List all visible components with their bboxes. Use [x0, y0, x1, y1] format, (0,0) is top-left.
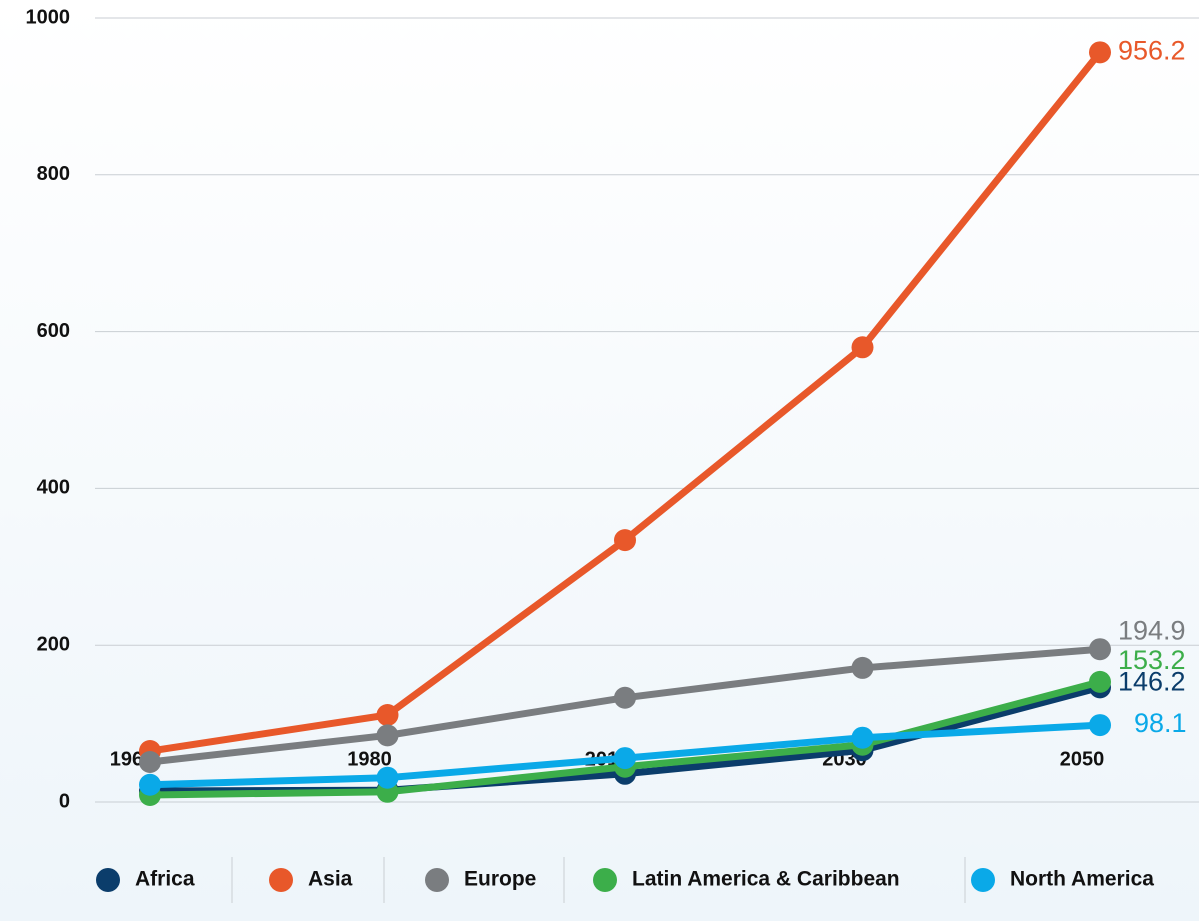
data-point: [614, 747, 636, 770]
legend-swatch: [96, 868, 120, 892]
data-point: [376, 766, 399, 789]
legend-label: Africa: [135, 868, 195, 891]
legend-swatch: [971, 868, 995, 892]
y-tick-label: 400: [37, 477, 70, 499]
data-point: [1089, 41, 1111, 64]
data-point: [851, 336, 874, 359]
series-line: [149, 50, 1103, 755]
data-point: [1089, 714, 1111, 737]
data-label: 98.1: [1134, 708, 1187, 738]
legend-swatch: [593, 868, 617, 892]
y-tick-label: 200: [37, 633, 70, 655]
legend-label: Asia: [308, 868, 353, 891]
data-point: [851, 726, 874, 749]
data-point: [614, 529, 636, 552]
data-point: [614, 686, 636, 709]
data-label: 194.9: [1118, 615, 1186, 645]
data-label: 146.2: [1118, 667, 1186, 697]
data-point: [1089, 670, 1111, 693]
y-tick-label: 0: [59, 790, 70, 812]
legend-label: Europe: [464, 868, 536, 891]
data-point: [139, 773, 161, 796]
y-tick-label: 600: [37, 320, 70, 342]
data-label: 153.2: [1118, 645, 1186, 675]
y-tick-label: 1000: [26, 6, 71, 28]
legend-label: North America: [1010, 868, 1154, 891]
data-point: [376, 703, 399, 726]
legend-label: Latin America & Caribbean: [632, 868, 900, 891]
legend-swatch: [425, 868, 449, 892]
legend-swatch: [269, 868, 293, 892]
data-label: 956.2: [1118, 35, 1186, 65]
data-point: [851, 656, 874, 679]
x-tick-label: 1980: [347, 748, 392, 770]
y-tick-label: 800: [37, 163, 70, 185]
data-point: [376, 724, 399, 747]
x-tick-label: 2050: [1060, 748, 1105, 770]
data-point: [1089, 638, 1111, 661]
data-point: [139, 751, 161, 774]
